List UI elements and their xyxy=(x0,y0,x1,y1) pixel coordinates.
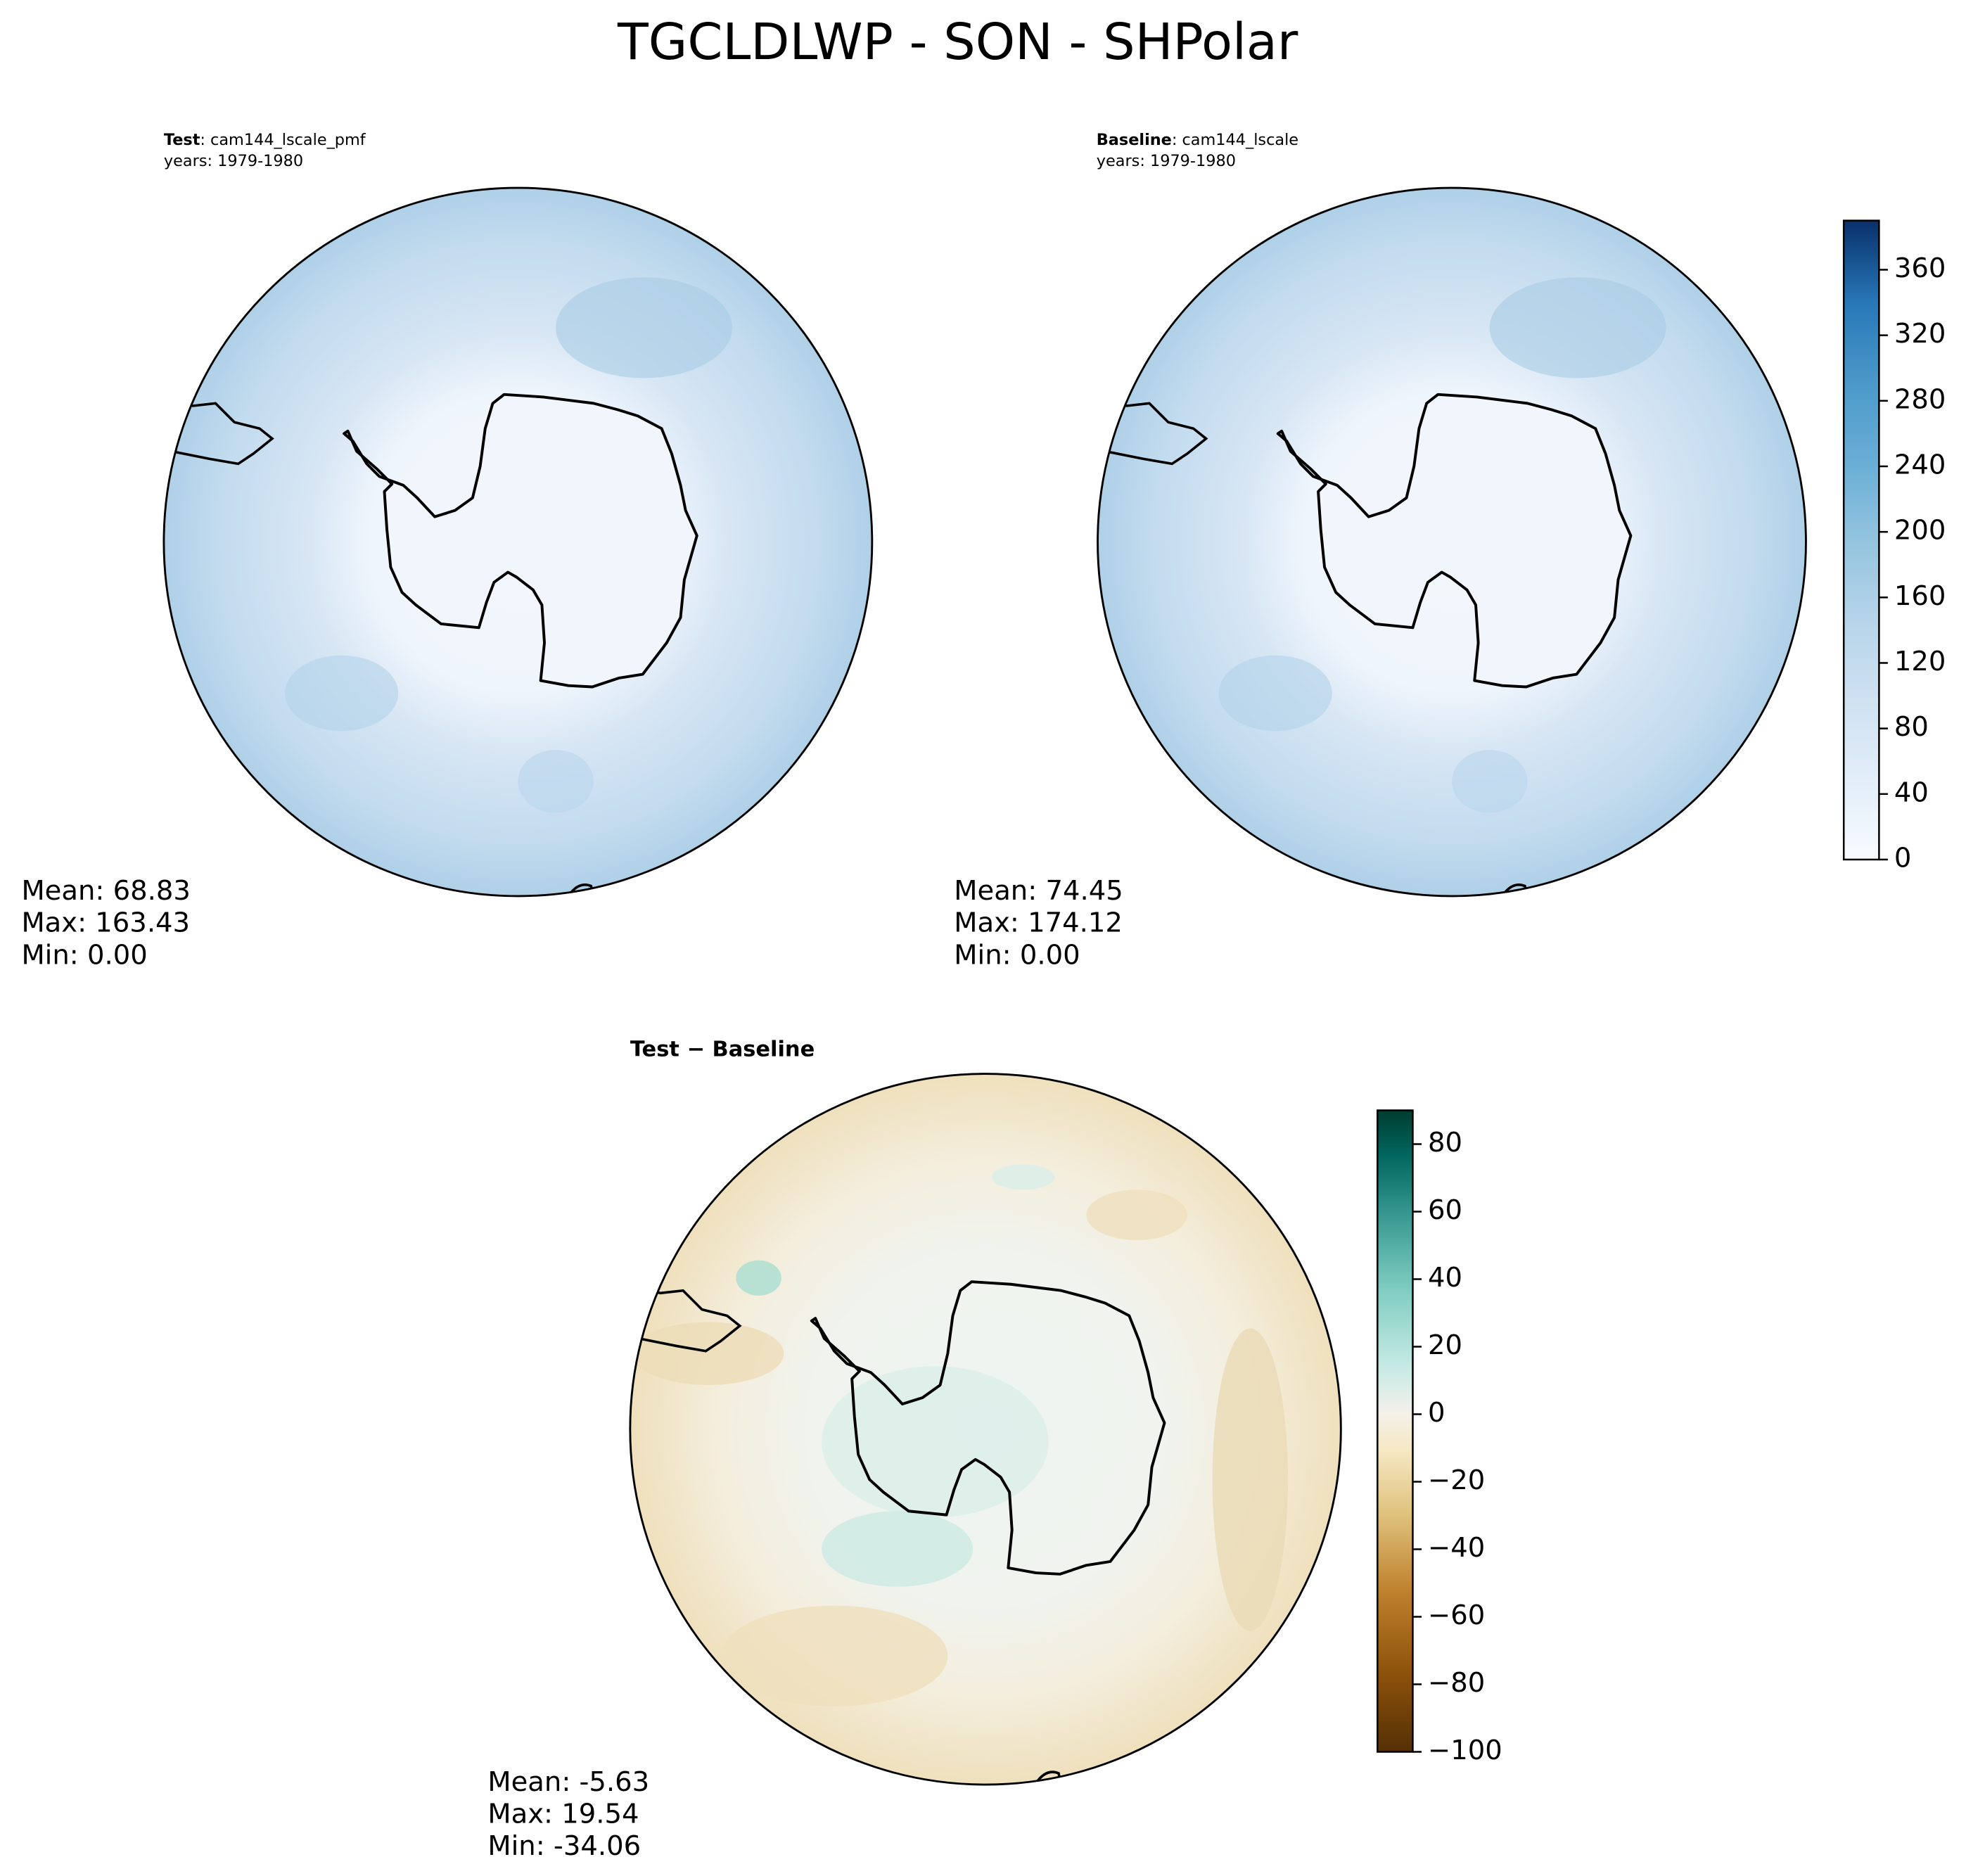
colorbar-tick-label: 320 xyxy=(1894,318,1946,350)
map-boundary xyxy=(629,1073,1342,1786)
panel-label: Baseline xyxy=(1097,130,1172,148)
field-patch xyxy=(1452,750,1528,813)
figure-title: TGCLDLWP - SON - SHPolar xyxy=(617,12,1298,71)
panel-stat: Mean: -5.63 xyxy=(487,1766,649,1798)
south-america-coast xyxy=(170,399,274,466)
map-panel: Test: cam144_lscale_pmf years: 1979-1980 M… xyxy=(21,130,874,971)
panel-header: Test − Baseline xyxy=(630,1037,815,1061)
colorbar-tick-label: 120 xyxy=(1894,646,1946,677)
panel-stat: Max: 19.54 xyxy=(487,1798,639,1830)
anomaly-patch xyxy=(822,1511,974,1587)
field-patch xyxy=(556,277,732,378)
colorbar-tick-label: 360 xyxy=(1894,253,1946,284)
colorbar-tick-label: 0 xyxy=(1428,1397,1445,1429)
map-boundary xyxy=(162,186,874,898)
field-patch xyxy=(1218,655,1332,732)
panel-stat: Min: 0.00 xyxy=(954,939,1080,971)
panel-stat: Max: 163.43 xyxy=(21,907,190,939)
anomaly-patch xyxy=(1086,1189,1187,1241)
anomaly-patch xyxy=(736,1260,781,1296)
colorbar-tick-label: 160 xyxy=(1894,580,1946,612)
colorbar-tick-label: 40 xyxy=(1894,777,1929,808)
colorbar-tick-label: 280 xyxy=(1894,383,1946,415)
panel-header: Baseline: cam144_lscale xyxy=(1097,130,1298,148)
anomaly-patch xyxy=(992,1164,1055,1190)
colorbar-tick-label: 60 xyxy=(1428,1194,1462,1226)
panel-label: Test − Baseline xyxy=(630,1037,815,1061)
colorbar-tick-label: 40 xyxy=(1428,1262,1462,1294)
panel-label: Test xyxy=(164,130,200,148)
colorbar: 0 40 80 120 160 200 240 280 320 360 xyxy=(1842,219,1946,874)
colorbar-tick-label: 240 xyxy=(1894,449,1946,480)
map-panel: Baseline: cam144_lscale years: 1979-1980 M… xyxy=(954,130,1807,971)
field-patch xyxy=(1489,277,1666,378)
panel-stat: Min: 0.00 xyxy=(21,939,147,971)
antarctica-coast xyxy=(1276,393,1633,689)
anomaly-patch xyxy=(632,1322,784,1386)
colorbar: −100 −80 −60 −40 −20 0 20 40 60 80 xyxy=(1377,1109,1502,1766)
colorbar-tick-label: −20 xyxy=(1428,1465,1485,1496)
colorbar-tick-label: 80 xyxy=(1894,711,1929,743)
antarctica-coast xyxy=(810,1280,1166,1576)
colorbar-tick-label: 0 xyxy=(1894,842,1912,874)
colorbar-tick-label: 200 xyxy=(1894,515,1946,547)
anomaly-patch xyxy=(720,1605,948,1706)
south-america-coast xyxy=(637,1286,742,1353)
case-name: : cam144_lscale_pmf xyxy=(200,130,366,148)
panel-years: years: 1979-1980 xyxy=(1097,152,1236,170)
panel-years: years: 1979-1980 xyxy=(164,152,303,170)
colorbar-tick-label: −80 xyxy=(1428,1667,1485,1699)
colorbar-tick-label: −40 xyxy=(1428,1532,1485,1564)
colorbar-tick-label: −60 xyxy=(1428,1600,1485,1631)
map-boundary xyxy=(1097,186,1807,898)
panel-stat: Min: -34.06 xyxy=(487,1830,641,1862)
panel-header: Test: cam144_lscale_pmf xyxy=(164,130,366,148)
colorbar-tick-label: 20 xyxy=(1428,1329,1462,1361)
colorbar-fill xyxy=(1842,219,1880,861)
south-america-coast xyxy=(1104,399,1208,466)
field-patch xyxy=(284,655,399,732)
colorbar-fill xyxy=(1377,1109,1414,1753)
case-name: : cam144_lscale xyxy=(1172,130,1298,148)
panel-stat: Mean: 74.45 xyxy=(954,875,1123,907)
antarctica-coast xyxy=(343,393,698,689)
colorbar-tick-label: −100 xyxy=(1428,1735,1502,1766)
anomaly-patch xyxy=(822,1366,1049,1518)
anomaly-patch xyxy=(1212,1328,1289,1631)
field-patch xyxy=(518,750,594,813)
panel-stat: Mean: 68.83 xyxy=(21,875,190,907)
colorbar-tick-label: 80 xyxy=(1428,1127,1462,1159)
panel-stat: Max: 174.12 xyxy=(954,907,1123,939)
